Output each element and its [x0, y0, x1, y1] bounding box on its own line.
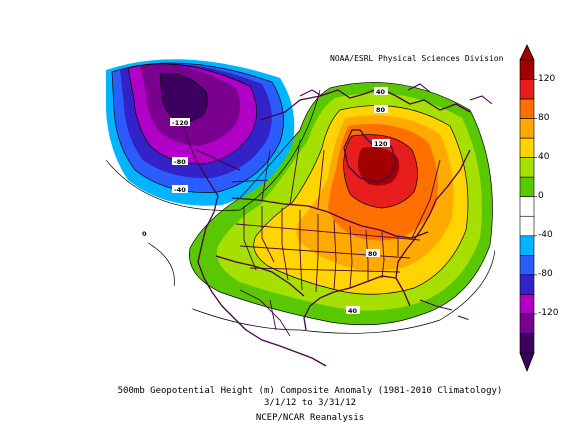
- anomaly-band-dark-purple: [160, 73, 208, 122]
- colorbar-bottom-arrow: [519, 352, 535, 373]
- coastline-atlantic: [395, 149, 471, 307]
- colorbar-label: -40: [538, 229, 553, 240]
- island-outlines: [299, 83, 493, 321]
- colorbar-segment: [519, 137, 535, 158]
- contour-label-pos-40: 40: [376, 88, 386, 96]
- state-line: [249, 267, 401, 273]
- contour-label-neg-40: -40: [174, 186, 186, 194]
- state-line: [239, 245, 411, 259]
- boundaries: [174, 87, 471, 367]
- caption-title: 500mb Geopotential Height (m) Composite …: [117, 386, 503, 396]
- state-line: [261, 206, 275, 263]
- colorbar: [519, 44, 537, 373]
- island-caribbean: [457, 315, 471, 321]
- colorbar-segment: [519, 333, 535, 354]
- state-line: [315, 214, 319, 293]
- colorbar-segment: [519, 215, 535, 237]
- colorbar-segment: [519, 118, 535, 139]
- colorbar-segment: [519, 98, 535, 119]
- colorbar-segment: [519, 79, 535, 100]
- colorbar-segment: [519, 157, 535, 178]
- contour-label-pos-80-south: 80: [368, 250, 378, 258]
- colorbar-segment: [519, 294, 535, 315]
- state-line: [365, 229, 369, 282]
- state-line: [281, 208, 289, 281]
- colorbar-segment: [519, 313, 535, 334]
- colorbar-segment: [519, 176, 535, 198]
- contour-label-pos-80: 80: [376, 106, 386, 114]
- caption-source: NCEP/NCAR Reanalysis: [255, 413, 365, 423]
- colorbar-segment: [519, 274, 535, 295]
- state-line: [235, 223, 421, 241]
- contour-zero-line-north: [106, 89, 321, 211]
- province-line: [411, 159, 441, 239]
- colorbar-label: 40: [538, 151, 550, 162]
- island-arctic: [407, 83, 431, 93]
- contour-label-pos-120: 120: [374, 140, 388, 148]
- island-caribbean: [419, 299, 453, 311]
- province-line: [289, 139, 301, 205]
- mexico-line: [269, 299, 277, 331]
- colorbar-segment: [519, 255, 535, 276]
- state-line: [349, 225, 353, 289]
- contour-label-zero: 0: [142, 230, 147, 238]
- contour-zero-line: [119, 229, 495, 334]
- island-arctic: [299, 89, 323, 97]
- positive-anomaly-shading: [189, 82, 493, 325]
- colorbar-segment: [519, 196, 535, 217]
- border-alaska: [195, 149, 241, 171]
- province-line: [261, 149, 271, 201]
- colorbar-segment: [519, 235, 535, 256]
- contour-pos-120: [343, 134, 418, 209]
- colorbar-top-arrow: [519, 44, 535, 61]
- colorbar-label: -80: [538, 268, 553, 279]
- colorbar-label: 80: [538, 112, 550, 123]
- contour-neg-120: [159, 73, 208, 122]
- negative-anomaly-shading: [106, 59, 295, 206]
- contour-label-neg-80: -80: [174, 158, 186, 166]
- border-us-mexico: [215, 255, 305, 297]
- contour-label-pos-40-south: 40: [348, 307, 358, 315]
- colorbar-label: 120: [538, 73, 556, 84]
- province-line: [317, 149, 325, 209]
- province-line: [231, 179, 269, 183]
- island-greenland-coast: [469, 95, 493, 105]
- contour-neg-80: [127, 63, 257, 165]
- credit-text: NOAA/ESRL Physical Sciences Division: [330, 54, 504, 63]
- colorbar-label: -120: [538, 307, 559, 318]
- mexico-line: [239, 289, 291, 337]
- colorbar-segments: [519, 59, 535, 354]
- contour-label-group: 40 80 120 80 40 -120 -80 -40 0: [142, 87, 390, 315]
- colorbar-segment: [519, 59, 535, 80]
- state-boundaries: [231, 139, 441, 337]
- coastline-hudson-bay: [343, 129, 397, 183]
- state-line: [333, 219, 337, 291]
- contour-neg-40: [111, 62, 284, 193]
- map-area: 40 80 120 80 40 -120 -80 -40 0: [106, 55, 495, 373]
- state-line: [381, 231, 385, 279]
- caption-date-range: 3/1/12 to 3/31/12: [263, 398, 357, 408]
- border-us-canada: [231, 197, 429, 239]
- colorbar-ticks: [534, 79, 537, 315]
- colorbar-label: 0: [538, 190, 544, 201]
- coastline-gulf: [303, 275, 397, 331]
- coastline-pacific: [174, 99, 327, 367]
- coastline-arctic: [259, 87, 471, 121]
- contour-label-neg-120: -120: [172, 119, 189, 127]
- state-line: [243, 206, 257, 271]
